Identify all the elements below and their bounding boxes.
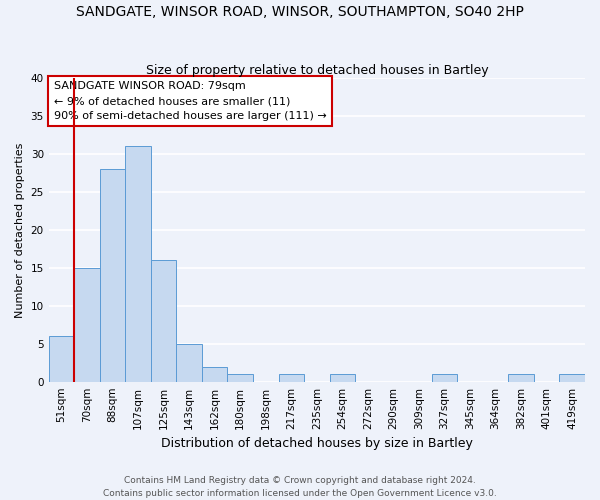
Bar [125,146,151,382]
X-axis label: Distribution of detached houses by size in Bartley: Distribution of detached houses by size … [161,437,473,450]
Bar [508,374,534,382]
Bar [49,336,74,382]
Text: Contains HM Land Registry data © Crown copyright and database right 2024.
Contai: Contains HM Land Registry data © Crown c… [103,476,497,498]
Bar [278,374,304,382]
Bar [176,344,202,382]
Bar [100,169,125,382]
Text: SANDGATE WINSOR ROAD: 79sqm
← 9% of detached houses are smaller (11)
90% of semi: SANDGATE WINSOR ROAD: 79sqm ← 9% of deta… [54,81,327,121]
Text: SANDGATE, WINSOR ROAD, WINSOR, SOUTHAMPTON, SO40 2HP: SANDGATE, WINSOR ROAD, WINSOR, SOUTHAMPT… [76,5,524,19]
Bar [227,374,253,382]
Y-axis label: Number of detached properties: Number of detached properties [15,142,25,318]
Title: Size of property relative to detached houses in Bartley: Size of property relative to detached ho… [146,64,488,77]
Bar [202,366,227,382]
Bar [432,374,457,382]
Bar [151,260,176,382]
Bar [74,268,100,382]
Bar [329,374,355,382]
Bar [559,374,585,382]
